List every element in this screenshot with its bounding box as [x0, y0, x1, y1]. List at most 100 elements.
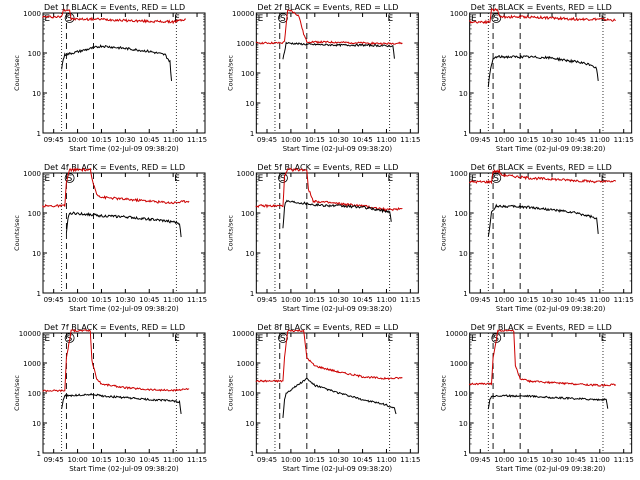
x-tick-label: 11:15 [400, 136, 420, 144]
x-axis-label: Start Time (02-Jul-09 09:38:20) [69, 465, 179, 473]
series-events-line [487, 203, 599, 237]
x-tick-label: 10:30 [329, 296, 349, 304]
saa-marker: S [280, 174, 286, 184]
y-tick-label: 10 [245, 100, 254, 108]
x-tick-label: 11:15 [400, 456, 420, 464]
panel-title: Det 2f BLACK = Events, RED = LLD [257, 3, 398, 12]
x-tick-label: 11:15 [400, 296, 420, 304]
y-tick-label: 1 [37, 290, 41, 298]
saa-marker-circle [278, 173, 288, 183]
y-tick-label: 100 [241, 390, 254, 398]
y-tick-label: 1000 [23, 360, 41, 368]
x-tick-label: 09:45 [44, 296, 64, 304]
saa-marker: S [493, 14, 499, 24]
x-tick-label: 11:15 [187, 456, 207, 464]
x-tick-label: 10:15 [91, 136, 111, 144]
x-tick-label: 11:00 [590, 136, 610, 144]
series-events-line [61, 392, 182, 415]
plot-frame [469, 12, 633, 134]
y-axis-label: Counts/sec [226, 55, 234, 91]
x-tick-label: 11:00 [163, 296, 183, 304]
y-tick-label: 1000 [23, 10, 41, 18]
x-tick-label: 11:15 [187, 136, 207, 144]
panel-det-8: Det 8f BLACK = Events, RED = LLD 1 10 100 10… [226, 323, 420, 473]
x-tick-label: 10:15 [518, 456, 538, 464]
series-lld-line [42, 328, 190, 393]
eclipse-marker: E [258, 174, 264, 184]
x-tick-label: 11:00 [163, 456, 183, 464]
y-tick-label: 1 [250, 290, 254, 298]
x-tick-label: 11:00 [376, 136, 396, 144]
y-tick-label: 10 [32, 420, 41, 428]
plot-frame [42, 12, 206, 134]
y-axis-label: Counts/sec [440, 215, 448, 251]
saa-marker-circle [278, 333, 288, 343]
x-tick-label: 11:15 [614, 136, 634, 144]
x-tick-label: 10:15 [305, 456, 325, 464]
saa-marker: S [280, 14, 286, 24]
y-tick-label: 1 [250, 130, 254, 138]
series-events-line [61, 44, 173, 82]
saa-marker-circle [64, 173, 75, 183]
series-lld-line [42, 8, 187, 25]
x-tick-label: 10:30 [542, 136, 562, 144]
y-tick-label: 10 [245, 420, 254, 428]
y-axis-label: Counts/sec [13, 215, 21, 251]
y-tick-label: 1000 [450, 10, 468, 18]
x-axis-label: Start Time (02-Jul-09 09:38:20) [496, 465, 606, 473]
y-tick-label: 1 [463, 130, 467, 138]
eclipse-marker: E [258, 14, 264, 24]
x-tick-label: 10:45 [566, 456, 586, 464]
x-tick-label: 11:00 [590, 456, 610, 464]
plot-frame [469, 172, 633, 294]
x-tick-label: 11:00 [163, 136, 183, 144]
x-tick-label: 10:30 [329, 456, 349, 464]
y-axis-label: Counts/sec [440, 55, 448, 91]
series-lld-line [468, 7, 616, 25]
x-tick-label: 11:15 [187, 296, 207, 304]
x-tick-label: 10:00 [281, 456, 301, 464]
eclipse-marker: E [174, 174, 180, 184]
x-tick-label: 09:45 [470, 136, 490, 144]
x-tick-label: 10:30 [115, 296, 135, 304]
x-tick-label: 10:30 [542, 296, 562, 304]
panel-title: Det 9f BLACK = Events, RED = LLD [471, 323, 612, 332]
x-tick-label: 09:45 [470, 296, 490, 304]
plot-frame [255, 172, 419, 294]
panel-det-1: Det 1f BLACK = Events, RED = LLD 1 10 100 10… [13, 3, 207, 153]
x-tick-label: 09:45 [257, 456, 277, 464]
y-tick-label: 10 [459, 250, 468, 258]
eclipse-marker: E [174, 14, 180, 24]
x-tick-label: 11:00 [590, 296, 610, 304]
y-tick-label: 100 [28, 50, 41, 58]
series-events-line [487, 54, 599, 88]
y-tick-label: 10000 [19, 330, 41, 338]
y-tick-label: 100 [241, 70, 254, 78]
x-tick-label: 10:15 [305, 136, 325, 144]
x-tick-label: 10:45 [139, 136, 159, 144]
x-tick-label: 11:00 [376, 456, 396, 464]
y-tick-label: 100 [28, 390, 41, 398]
saa-marker-circle [278, 13, 288, 23]
saa-marker: S [67, 14, 73, 24]
y-tick-label: 10 [245, 250, 254, 258]
plot-frame [255, 12, 419, 134]
x-tick-label: 11:15 [614, 456, 634, 464]
panel-det-5: Det 5f BLACK = Events, RED = LLD 1 10 100 10… [226, 163, 420, 313]
y-tick-label: 1 [250, 450, 254, 458]
saa-marker: S [280, 334, 286, 344]
y-tick-label: 1 [37, 130, 41, 138]
series-events-line [65, 211, 182, 238]
x-tick-label: 10:45 [352, 136, 372, 144]
series-events-line [282, 199, 392, 229]
x-tick-label: 10:00 [67, 456, 87, 464]
y-tick-label: 1000 [237, 40, 255, 48]
panel-det-4: Det 4f BLACK = Events, RED = LLD 1 10 100 10… [13, 163, 207, 313]
eclipse-marker: E [471, 14, 477, 24]
x-tick-label: 10:45 [139, 456, 159, 464]
x-tick-label: 10:45 [566, 296, 586, 304]
x-tick-label: 09:45 [257, 296, 277, 304]
panel-det-2: Det 2f BLACK = Events, RED = LLD 1 10 100 10… [226, 3, 420, 153]
x-tick-label: 10:30 [115, 456, 135, 464]
x-tick-label: 10:30 [329, 136, 349, 144]
